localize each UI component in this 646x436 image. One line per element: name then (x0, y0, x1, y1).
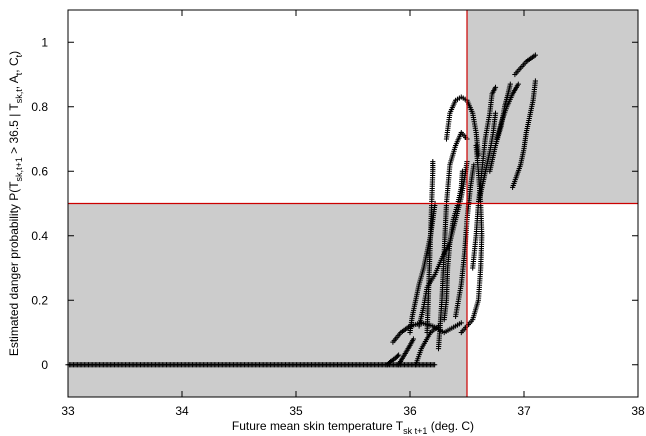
y-tick-label: 0 (41, 358, 48, 372)
plot-frame (67, 9, 639, 398)
x-axis-label: Future mean skin temperature Tsk t+1 (de… (232, 419, 474, 436)
y-axis-label: Estimated danger probability P(Tsk,t+1 >… (7, 51, 24, 356)
x-axis-label-subscript: sk t+1 (403, 426, 427, 436)
x-tick-label: 36 (403, 404, 417, 418)
data-point (396, 352, 402, 358)
data-point (386, 360, 393, 366)
data-point (459, 168, 466, 174)
tick-labels: 33 34 35 36 37 38 0 0.2 0.4 0.6 0.8 1 (31, 35, 645, 418)
y-axis-label-part: ) (7, 51, 21, 55)
data-point (515, 81, 521, 87)
data-point (492, 110, 499, 116)
y-tick-label: 0.4 (31, 229, 48, 243)
data-point (507, 81, 513, 87)
data-point (410, 336, 417, 342)
y-axis-label-subscript: sk,t (14, 89, 24, 104)
x-tick-label: 37 (517, 404, 531, 418)
data-point (394, 353, 401, 359)
y-tick-label: 0.6 (31, 164, 48, 178)
shaded-region-1 (68, 203, 467, 397)
y-axis-label-part: Estimated danger probability P(T (7, 181, 21, 356)
tick-marks (67, 10, 639, 397)
x-tick-label: 34 (175, 404, 189, 418)
y-tick-label: 0.2 (31, 293, 48, 307)
data-point (471, 162, 477, 168)
y-axis-label-subscript: sk,t+1 (14, 157, 24, 181)
x-axis-label-main: Future mean skin temperature T (232, 419, 404, 433)
data-points (65, 52, 538, 368)
x-tick-label: 38 (631, 404, 645, 418)
y-axis-label-subscript: t (14, 54, 24, 57)
data-point (473, 142, 479, 149)
y-axis-label-subscript: t (14, 72, 24, 75)
y-tick-label: 0.8 (31, 100, 48, 114)
data-point (532, 78, 538, 84)
threshold-lines (68, 10, 638, 397)
data-point (492, 84, 499, 90)
shaded-region-2 (467, 10, 638, 204)
data-point (458, 320, 464, 326)
data-point (430, 158, 436, 165)
y-axis-label-part: , A (7, 75, 21, 89)
y-axis-label-part: > 36.5 | T (7, 103, 21, 158)
x-axis-label-unit: (deg. C) (427, 419, 474, 433)
x-tick-label: 35 (289, 404, 303, 418)
y-axis-label-part: , C (7, 57, 21, 73)
data-point (532, 52, 538, 58)
x-tick-label: 33 (61, 404, 75, 418)
data-point (432, 362, 438, 368)
y-tick-label: 1 (41, 35, 48, 49)
